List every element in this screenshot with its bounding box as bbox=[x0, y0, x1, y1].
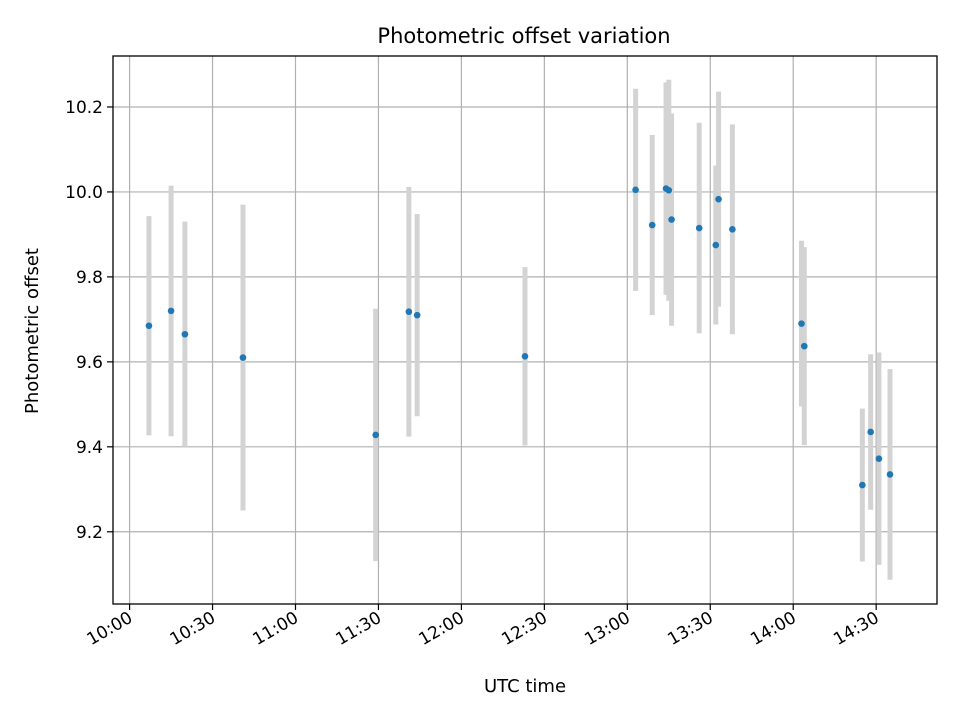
data-point bbox=[886, 471, 894, 478]
x-tick-label: 13:30 bbox=[664, 608, 716, 650]
x-axis: 10:00 10:30 11:00 11:30 12:00 12:30 13:00 13:30… bbox=[84, 604, 883, 650]
data-point bbox=[668, 216, 675, 223]
y-tick-label: 10.2 bbox=[65, 98, 103, 118]
data-point bbox=[145, 322, 153, 330]
data-point bbox=[648, 221, 656, 229]
data-point bbox=[695, 224, 703, 232]
data-point bbox=[867, 428, 874, 436]
data-point bbox=[875, 455, 883, 463]
data-point bbox=[800, 342, 808, 350]
data-point bbox=[715, 195, 722, 203]
y-tick-label: 9.2 bbox=[76, 523, 103, 543]
plot-frame bbox=[112, 55, 938, 605]
x-tick-label: 14:30 bbox=[830, 608, 882, 650]
x-tick-label: 10:30 bbox=[167, 608, 219, 650]
y-axis: 9.2 9.4 9.6 9.8 10.0 10.2 bbox=[65, 98, 113, 543]
data-points bbox=[145, 185, 894, 489]
x-tick-label: 12:00 bbox=[415, 608, 467, 650]
y-tick-label: 10.0 bbox=[65, 183, 103, 203]
x-tick-label: 11:00 bbox=[250, 608, 302, 650]
data-point bbox=[632, 186, 639, 194]
x-tick-label: 10:00 bbox=[84, 608, 136, 650]
data-point bbox=[167, 307, 175, 315]
data-point bbox=[798, 320, 805, 327]
y-axis-title: Photometric offset bbox=[22, 248, 43, 414]
y-tick-label: 9.6 bbox=[76, 353, 103, 373]
data-point bbox=[413, 311, 421, 319]
data-point bbox=[239, 354, 247, 361]
y-tick-label: 9.8 bbox=[76, 268, 103, 288]
data-point bbox=[405, 308, 413, 316]
data-point bbox=[372, 431, 379, 439]
y-tick-label: 9.4 bbox=[76, 438, 103, 458]
data-point bbox=[729, 226, 736, 233]
x-tick-label: 12:30 bbox=[498, 608, 550, 650]
error-bars bbox=[146, 79, 893, 580]
x-tick-label: 11:30 bbox=[333, 608, 385, 650]
x-tick-label: 14:00 bbox=[747, 608, 799, 650]
x-tick-label: 13:00 bbox=[581, 608, 633, 650]
data-point bbox=[859, 481, 866, 489]
data-point bbox=[521, 353, 529, 360]
x-axis-title: UTC time bbox=[484, 676, 566, 697]
data-point bbox=[181, 330, 189, 338]
chart-title: Photometric offset variation bbox=[377, 24, 670, 48]
data-point bbox=[712, 241, 720, 249]
data-point bbox=[665, 186, 673, 194]
